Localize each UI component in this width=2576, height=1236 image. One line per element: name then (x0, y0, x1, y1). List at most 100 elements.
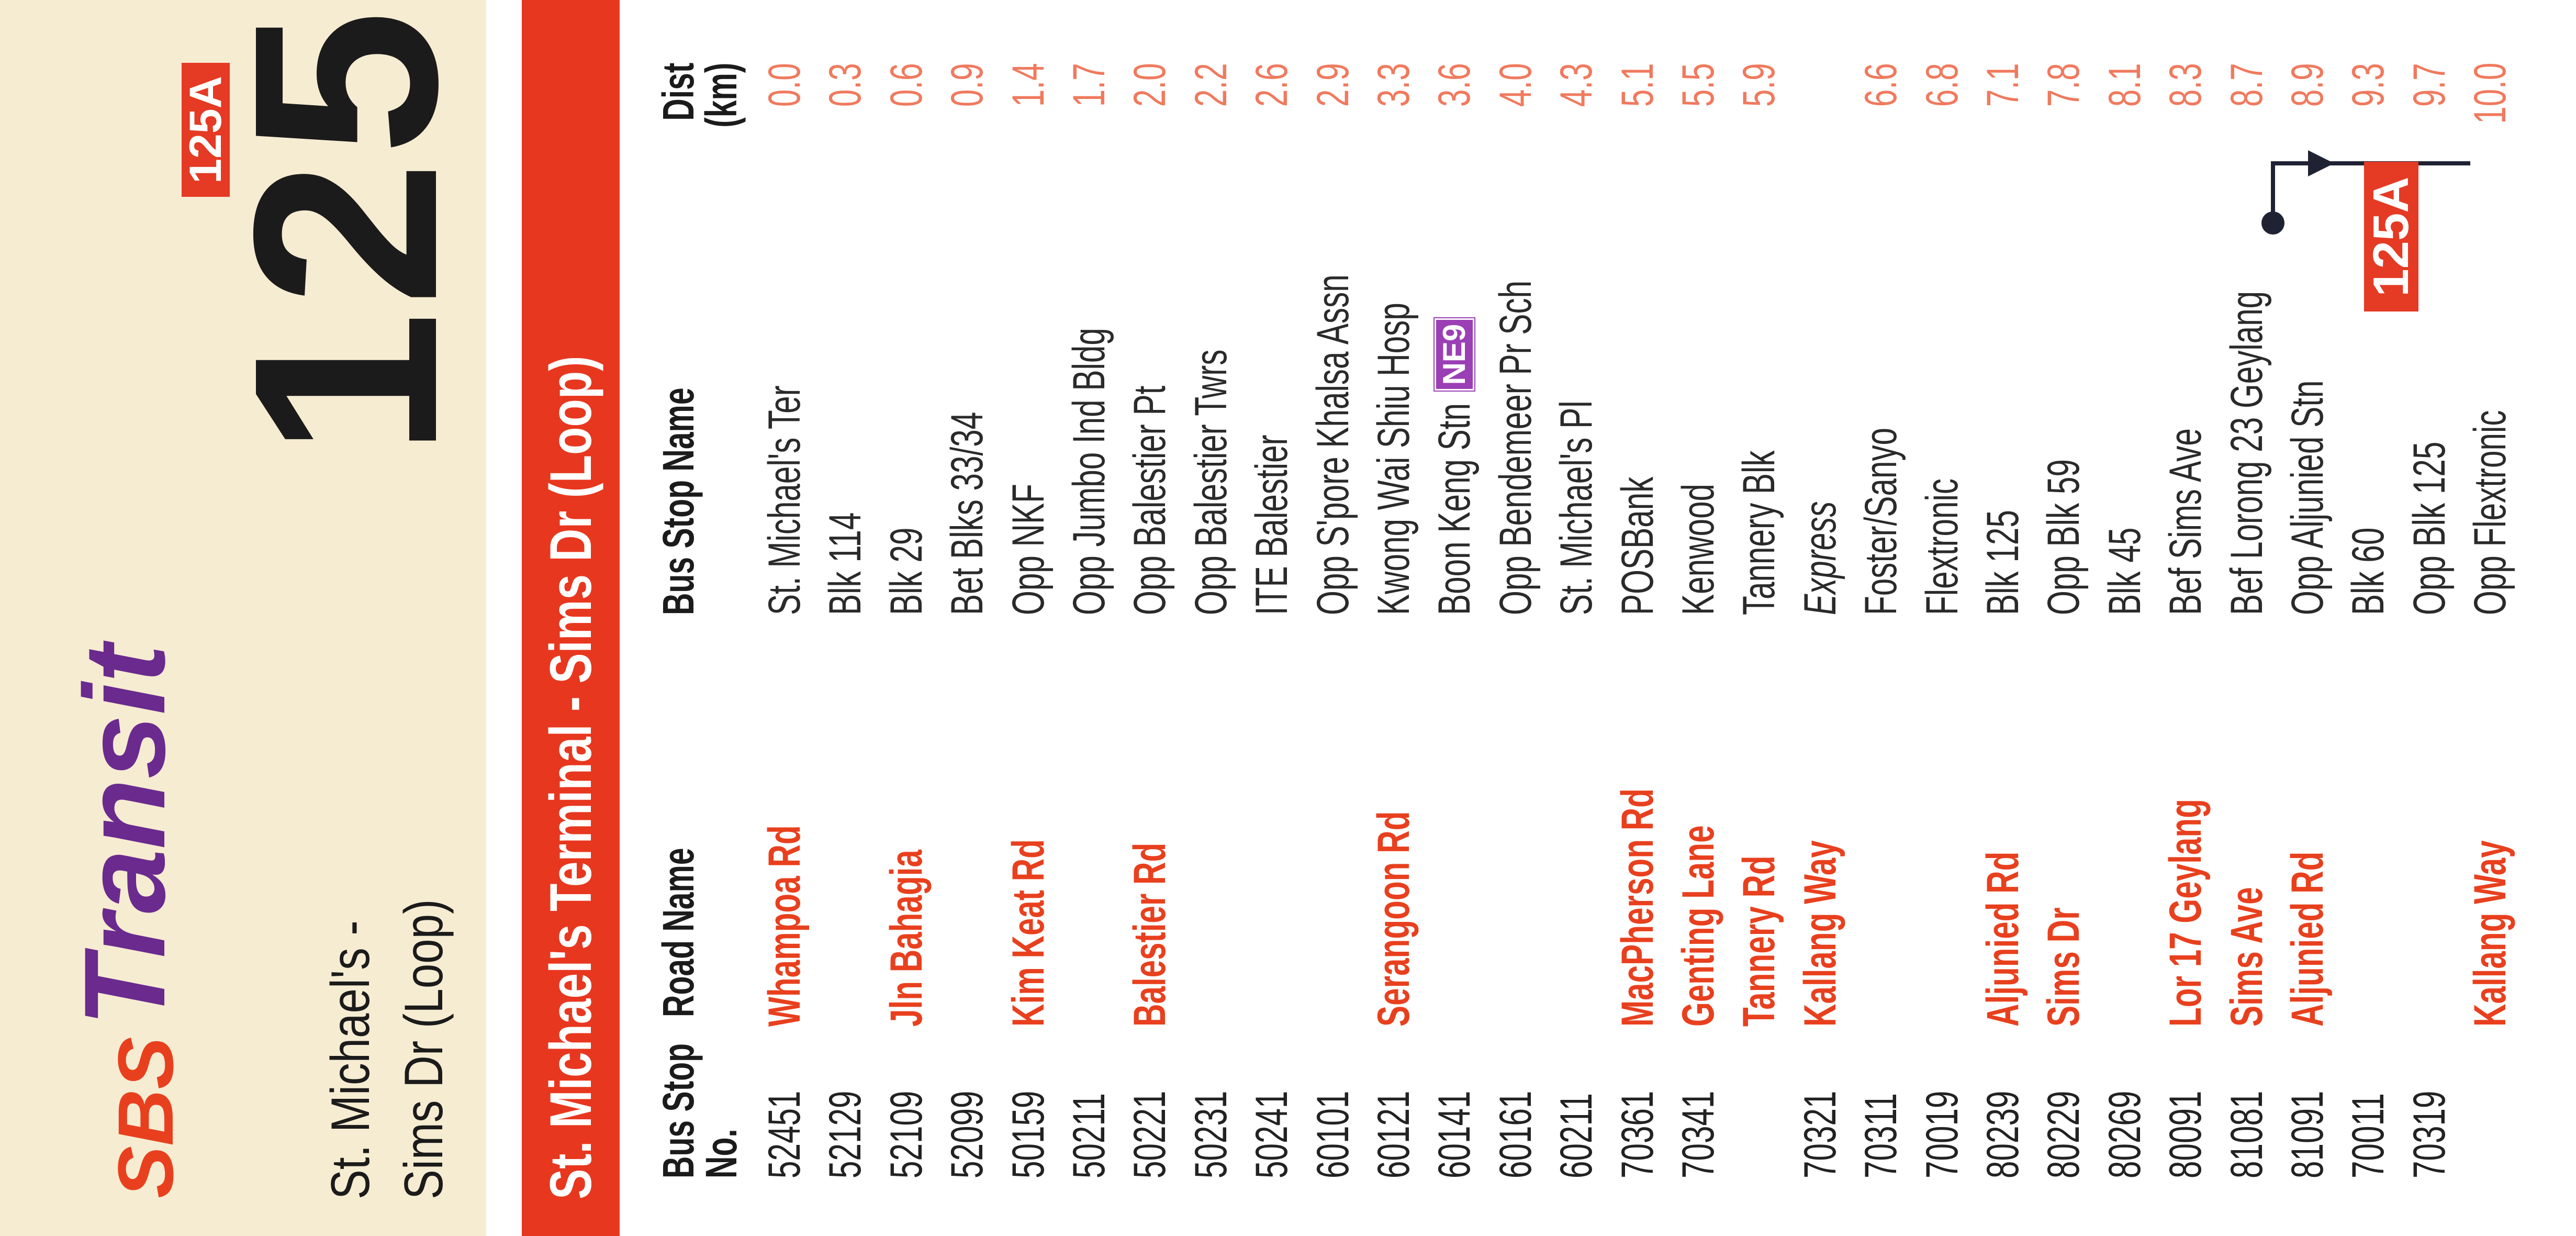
road-name: Genting Lane (1667, 739, 1729, 1027)
distance-km-text: 8.9 (2282, 63, 2333, 107)
bus-stop-name-text: Boon Keng Stn (1429, 403, 1480, 615)
distance-km: 3.6 (1424, 63, 1485, 126)
bus-stop-number: 81091 (2277, 1053, 2338, 1178)
distance-km: 1.7 (1058, 63, 1120, 126)
distance-km: 0.6 (876, 63, 937, 126)
bus-stop-name-text: POSBank (1612, 476, 1663, 615)
table-row: 81081 Sims Ave Bef Lorong 23 Geylang 8.7 (2216, 0, 2278, 1236)
distance-km-text: 10.0 (2465, 63, 2516, 125)
bus-stop-name: Opp Bendemeer Pr Sch (1485, 137, 1547, 615)
logo-transit: Transit (60, 644, 189, 1027)
bus-stop-name-text: Blk 114 (820, 512, 871, 615)
bus-stop-name: Blk 60 (2337, 490, 2399, 615)
bus-stop-number-text: 52099 (942, 1090, 993, 1178)
bus-stop-number-text: 80229 (2039, 1090, 2089, 1178)
bus-stop-name-text: Blk 29 (881, 527, 932, 615)
bus-stop-name: Opp Flextronic (2459, 322, 2521, 615)
table-row: 52451 Whampoa Rd St. Michael's Ter 0.0 (754, 0, 815, 1236)
distance-km: 2.0 (1119, 63, 1181, 126)
distance-km: 2.6 (1241, 63, 1303, 126)
road-name: Sims Ave (2216, 827, 2278, 1027)
distance-km: 6.6 (1850, 63, 1912, 126)
bus-stop-number: 80269 (2094, 1053, 2156, 1178)
bus-stop-name: Opp Balestier Pt (1119, 287, 1181, 615)
bus-stop-number: 70019 (1911, 1053, 1973, 1178)
road-name: Tannery Rd (1728, 782, 1790, 1027)
distance-km: 0.9 (936, 63, 998, 126)
bus-stop-name-text: St. Michael's Pl (1551, 400, 1602, 615)
col-header-dist-line2: (km) (697, 63, 746, 128)
bus-stop-number-text: 70019 (1917, 1090, 1967, 1178)
alt-route-badge: 125A (181, 63, 231, 197)
distance-km-text: 7.8 (2039, 63, 2089, 107)
bus-stop-number-text: 80239 (1978, 1090, 2028, 1178)
distance-km-text: 1.4 (1003, 63, 1054, 107)
bus-stop-name-text: Opp NKF (1003, 484, 1054, 615)
bus-stop-number: 60101 (1302, 1053, 1364, 1178)
bus-stop-number: 52129 (814, 1053, 876, 1178)
table-row: 50231 Opp Balestier Twrs 2.2 (1180, 0, 1242, 1236)
bus-stop-number-text: 60211 (1551, 1093, 1602, 1178)
table-row: 50241 ITE Balestier 2.6 (1241, 0, 1303, 1236)
bus-stop-name: Kwong Wai Shiu Hosp (1363, 169, 1425, 615)
table-row: 60161 Opp Bendemeer Pr Sch 4.0 (1485, 0, 1547, 1236)
road-name: Serangoon Rd (1363, 719, 1425, 1027)
bus-stop-name: Foster/Sanyo (1850, 348, 1912, 615)
bus-stop-name: Opp Blk 125 (2399, 368, 2460, 615)
distance-km-text: 1.7 (1064, 63, 1114, 107)
bus-stop-name-text: Opp Blk 125 (2404, 441, 2455, 615)
distance-km-text: 0.9 (942, 63, 993, 107)
distance-km: 4.3 (1545, 63, 1607, 126)
col-header-name-text: Bus Stop Name (654, 387, 703, 615)
table-row: 60121 Serangoon Rd Kwong Wai Shiu Hosp 3.3 (1363, 0, 1425, 1236)
bus-stop-number-text: 70319 (2404, 1090, 2455, 1178)
distance-km-text: 7.1 (1978, 63, 2028, 107)
col-header-stop-no-line1: Bus Stop (654, 1043, 703, 1178)
bus-stop-number-text: 50221 (1125, 1090, 1175, 1178)
road-name-text: MacPherson Rd (1612, 788, 1663, 1027)
subtitle-line-2: Sims Dr (Loop) (394, 899, 454, 1199)
bus-stop-name-text: Blk 60 (2343, 527, 2394, 615)
bus-stop-name: Opp S'pore Khalsa Assn (1302, 128, 1364, 615)
road-name-text: Aljunied Rd (2282, 851, 2333, 1027)
distance-km-text: 2.9 (1307, 63, 1358, 107)
bus-stop-number: 52109 (876, 1053, 937, 1178)
road-name-text: Tannery Rd (1734, 855, 1785, 1027)
road-name: Aljunied Rd (1972, 776, 2034, 1027)
bus-stop-name: ITE Balestier (1241, 358, 1303, 615)
route-banner-title: St. Michael's Terminal - Sims Dr (Loop) (538, 355, 603, 1199)
road-name-text: Whampoa Rd (759, 825, 810, 1027)
bus-stop-name-text: Opp Bendemeer Pr Sch (1490, 280, 1541, 615)
bus-stop-number-text: 50211 (1064, 1093, 1114, 1178)
distance-km-text: 4.3 (1551, 63, 1602, 107)
table-row: 50221 Balestier Rd Opp Balestier Pt 2.0 (1119, 0, 1181, 1236)
distance-km: 1.4 (998, 63, 1059, 126)
table-row: 52099 Bet Blks 33/34 0.9 (936, 0, 998, 1236)
route-subtitle: St. Michael's - Sims Dr (Loop) (314, 899, 461, 1199)
bus-stop-number: 70319 (2399, 1053, 2460, 1178)
bus-stop-name: Opp Jumbo Ind Bldg (1058, 205, 1120, 615)
distance-km: 9.3 (2337, 63, 2399, 126)
bus-stop-name: Opp Balestier Twrs (1180, 236, 1242, 615)
distance-km: 5.5 (1667, 63, 1729, 126)
distance-km: 0.3 (814, 63, 876, 126)
bus-stop-name: Opp Aljunied Stn (2277, 280, 2338, 615)
distance-km-text: 2.0 (1125, 63, 1175, 107)
sbs-transit-logo: SBS Transit (59, 644, 189, 1198)
col-header-road-text: Road Name (654, 848, 703, 1017)
distance-km-text: 0.6 (881, 63, 932, 107)
distance-km: 2.9 (1302, 63, 1364, 126)
bus-stop-name-text: Opp Aljunied Stn (2282, 380, 2333, 615)
bus-stop-name-text: ITE Balestier (1247, 435, 1297, 615)
road-name: Kallang Way (1789, 761, 1851, 1027)
distance-km-text: 6.8 (1917, 63, 1967, 107)
col-header-stop-no-line2: No. (697, 1129, 746, 1178)
distance-km-text: 9.3 (2343, 63, 2394, 107)
bus-stop-name-text: Bet Blks 33/34 (942, 411, 993, 615)
distance-km-text: 8.1 (2099, 63, 2150, 107)
bus-stop-number: 50221 (1119, 1053, 1181, 1178)
table-row: 80229 Sims Dr Opp Blk 59 7.8 (2033, 0, 2095, 1236)
bus-stop-number-text: 70311 (1856, 1093, 1907, 1178)
distance-km-text: 3.3 (1369, 63, 1419, 107)
road-name-text: Kallang Way (2465, 840, 2516, 1027)
